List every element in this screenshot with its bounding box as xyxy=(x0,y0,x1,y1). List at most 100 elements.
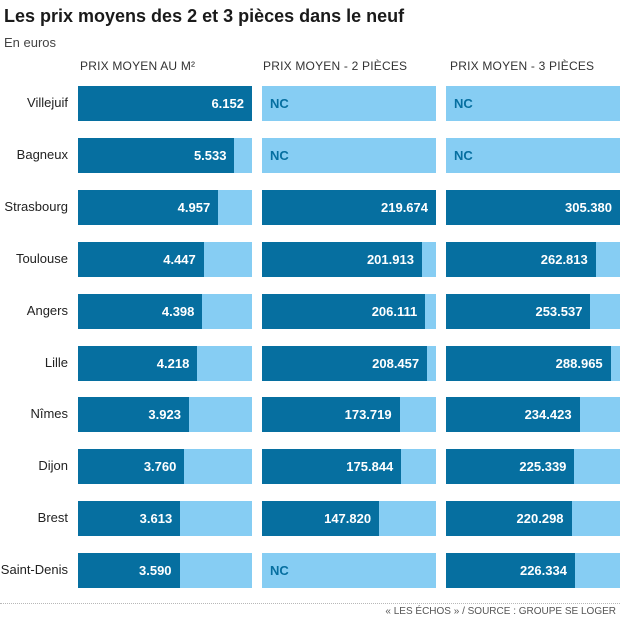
bar xyxy=(78,553,180,589)
bar-track: 305.380 xyxy=(446,189,620,225)
bar-track: NC xyxy=(446,86,620,121)
chart-title: Les prix moyens des 2 et 3 pièces dans l… xyxy=(4,6,405,26)
bar-track: 220.298 xyxy=(446,501,620,537)
category-label: Strasbourg xyxy=(4,198,68,214)
bar xyxy=(446,397,580,433)
bar xyxy=(78,189,219,225)
bar xyxy=(78,345,198,381)
bar-track: 3.760 xyxy=(78,449,252,485)
column-header-3: PRIX MOYEN - 3 PIÈCES xyxy=(450,59,595,73)
bar-track: NC xyxy=(262,86,436,121)
bar-track: NC xyxy=(262,553,436,589)
bar-value-label: 3.613 xyxy=(139,511,173,527)
bar-track: 173.719 xyxy=(262,397,436,433)
category-label: Angers xyxy=(26,302,68,318)
bar-value-label: 4.398 xyxy=(161,303,195,319)
category-label: Bagneux xyxy=(16,146,68,162)
footer-divider xyxy=(0,603,620,604)
bar xyxy=(262,293,426,329)
bar xyxy=(78,397,189,433)
bar-value-label: 3.923 xyxy=(148,407,181,423)
category-label: Saint-Denis xyxy=(0,562,68,578)
bar xyxy=(446,501,572,537)
bar-value-label: 208.457 xyxy=(372,355,420,371)
bar-value-label: 3.590 xyxy=(139,563,172,579)
bar-value-label: 4.447 xyxy=(163,251,196,267)
bar-value-label: 253.537 xyxy=(535,303,583,319)
category-label: Nîmes xyxy=(30,406,68,422)
bar xyxy=(262,449,402,485)
bar xyxy=(446,449,575,485)
bar-value-label: 206.111 xyxy=(371,303,418,319)
bar-track: 201.913 xyxy=(262,241,436,277)
bar xyxy=(262,501,380,537)
bar xyxy=(446,189,620,225)
bar xyxy=(446,293,591,329)
bar-track: 4.447 xyxy=(78,241,252,277)
bar xyxy=(262,345,428,381)
bar-value-label: 3.760 xyxy=(143,459,177,475)
category-label: Brest xyxy=(37,510,68,526)
column-header-1: PRIX MOYEN AU M² xyxy=(80,59,196,73)
bar-track: 288.965 xyxy=(446,345,620,381)
bar-value-label: 147.820 xyxy=(324,511,372,527)
bar-value-label: 288.965 xyxy=(555,355,603,371)
column-header-2: PRIX MOYEN - 2 PIÈCES xyxy=(263,59,408,73)
bar xyxy=(78,449,185,485)
source-note: « LES ÉCHOS » / SOURCE : GROUPE SE LOGER xyxy=(385,606,616,617)
bar-value-label: 201.913 xyxy=(366,251,414,267)
bar-value-label: 262.813 xyxy=(540,251,588,267)
bar-track: 3.923 xyxy=(78,397,252,433)
category-label: Villejuif xyxy=(27,95,68,110)
bar-value-label: 225.339 xyxy=(519,459,567,475)
bar-track: 253.537 xyxy=(446,293,620,329)
bar-track: 6.152 xyxy=(78,86,252,121)
bar-track: 225.339 xyxy=(446,449,620,485)
bar-value-label: 4.957 xyxy=(177,199,211,215)
bar xyxy=(262,397,400,433)
bar-track: 206.111 xyxy=(262,293,436,329)
nc-label: NC xyxy=(454,96,473,111)
bar-track: NC xyxy=(446,137,620,173)
bar-track: 3.590 xyxy=(78,553,252,589)
bar-track: 219.674 xyxy=(262,189,436,225)
bar xyxy=(446,553,575,589)
category-label: Toulouse xyxy=(15,250,68,266)
bar-track: 262.813 xyxy=(446,241,620,277)
bar xyxy=(446,241,596,277)
bar-track: 5.533 xyxy=(78,137,252,173)
nc-label: NC xyxy=(454,147,473,163)
bar xyxy=(78,86,252,121)
bar xyxy=(78,501,181,537)
bar-track: 4.218 xyxy=(78,345,252,381)
bar-track: 3.613 xyxy=(78,501,252,537)
bar xyxy=(78,137,235,173)
bar xyxy=(78,293,203,329)
bar xyxy=(78,241,204,277)
bar-value-label: 173.719 xyxy=(344,407,392,423)
bar-value-label: 175.844 xyxy=(346,459,394,475)
bar-track: 4.957 xyxy=(78,189,252,225)
bar-track: 234.423 xyxy=(446,397,620,433)
bar-value-label: 226.334 xyxy=(519,563,567,579)
bar-value-label: 5.533 xyxy=(193,147,227,163)
bar-value-label: 220.298 xyxy=(516,511,564,527)
bar-value-label: 234.423 xyxy=(524,407,572,423)
bar xyxy=(262,189,436,225)
bar-track: 175.844 xyxy=(262,449,436,485)
bar-track: 4.398 xyxy=(78,293,252,329)
bar-track: 147.820 xyxy=(262,501,436,537)
bar-value-label: 219.674 xyxy=(381,199,428,215)
chart-subtitle: En euros xyxy=(4,35,57,50)
bar-value-label: 4.218 xyxy=(156,355,190,371)
bar xyxy=(262,241,422,277)
category-label: Dijon xyxy=(38,458,68,474)
bar xyxy=(446,345,611,381)
bar-value-label: 305.380 xyxy=(565,199,612,215)
nc-label: NC xyxy=(270,96,289,111)
category-label: Lille xyxy=(44,354,68,370)
bar-track: 226.334 xyxy=(446,553,620,589)
nc-label: NC xyxy=(270,147,289,163)
bar-track: NC xyxy=(262,137,436,173)
bar-value-label: 6.152 xyxy=(211,96,244,111)
